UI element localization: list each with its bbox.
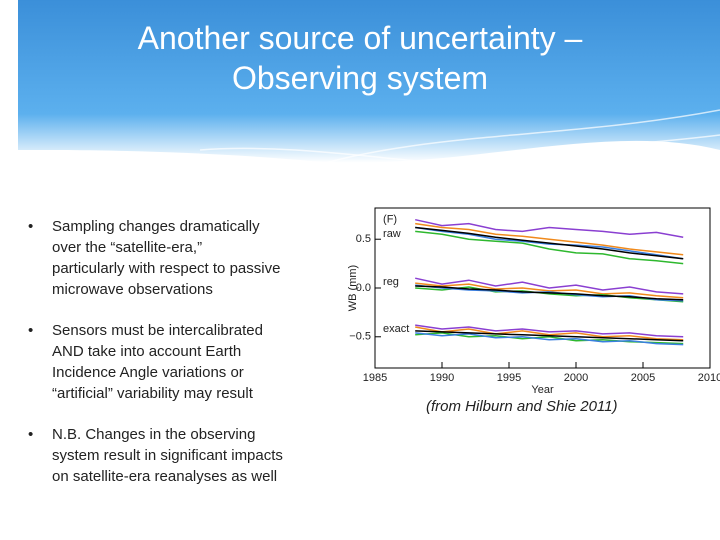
series-line	[415, 330, 684, 342]
x-tick-label: 2005	[631, 372, 655, 384]
series-line	[415, 332, 684, 346]
title-line: Observing system	[231, 60, 489, 96]
series-line	[415, 324, 684, 338]
bullet-line: Sampling changes dramatically	[52, 218, 260, 235]
bullet-line: particularly with respect to passive	[52, 260, 281, 277]
series-line	[415, 277, 684, 295]
x-tick-label: 1985	[363, 372, 387, 384]
title-band	[18, 0, 720, 186]
bullet-line: microwave observations	[52, 281, 213, 298]
chart: 0.5 0.0 −0.5 1985 1990 1995 2000 2005 2010 Year WB…	[347, 207, 720, 396]
annotation: (F)	[383, 214, 397, 226]
annotation: raw	[383, 228, 401, 240]
y-tick-label: 0.5	[356, 233, 371, 245]
bullet-line: Sensors must be intercalibrated	[52, 322, 263, 339]
x-tick-label: 2000	[564, 372, 588, 384]
bullet-line: on satellite-era reanalyses as well	[52, 468, 278, 485]
x-tick-label: 1995	[497, 372, 521, 384]
bullet-line: over the “satellite-era,”	[52, 239, 203, 256]
bullet: Sampling changes dramatically over the “s…	[28, 216, 328, 300]
series-line	[415, 230, 684, 265]
bullet: N.B. Changes in the observing system resu…	[28, 424, 328, 487]
annotation: exact	[383, 323, 409, 335]
bullet-line: “artificial” variability may result	[52, 385, 253, 402]
bullet-line: Incidence Angle variations or	[52, 364, 244, 381]
title: Another source of uncertainty – Observing…	[0, 18, 720, 98]
series-line	[415, 326, 684, 341]
series-line	[415, 222, 684, 256]
y-tick-label: −0.5	[349, 331, 371, 343]
x-tick-label: 1990	[430, 372, 454, 384]
series-line	[415, 226, 684, 260]
bullet-line: AND take into account Earth	[52, 343, 242, 360]
bullet-line: N.B. Changes in the observing	[52, 426, 256, 443]
y-tick-label: 0.0	[356, 282, 371, 294]
x-tick-label: 2010	[698, 372, 720, 384]
x-axis-label: Year	[531, 384, 554, 396]
bullet: Sensors must be intercalibrated AND take …	[28, 320, 328, 404]
annotation: reg	[383, 276, 399, 288]
bullet-list: Sampling changes dramatically over the “s…	[28, 216, 328, 507]
bullet-line: system result in significant impacts	[52, 447, 283, 464]
title-line: Another source of uncertainty –	[137, 20, 583, 56]
y-axis-label: WB (mm)	[347, 265, 359, 311]
series-line	[415, 285, 684, 301]
caption: (from Hilburn and Shie 2011)	[426, 398, 618, 415]
series-line	[415, 218, 684, 239]
series-line	[415, 282, 684, 299]
series-line	[415, 226, 684, 260]
